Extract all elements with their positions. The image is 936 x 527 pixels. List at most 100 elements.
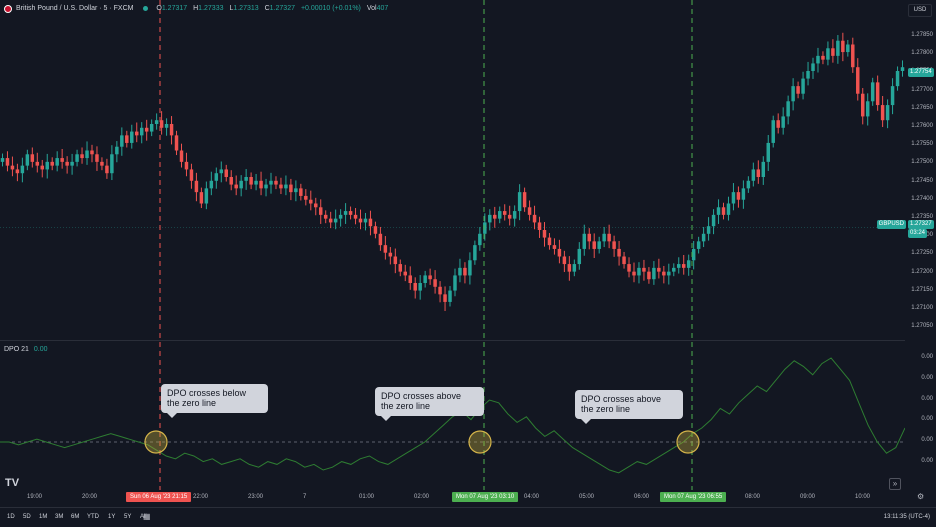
tradingview-logo[interactable]: TV xyxy=(5,477,20,489)
calendar-icon[interactable]: ▦ xyxy=(143,512,151,521)
candle-body xyxy=(179,150,184,162)
candle-body xyxy=(796,86,800,94)
crossing-marker-1 xyxy=(144,430,168,454)
candle-body xyxy=(572,264,577,272)
time-label: 10:00 xyxy=(855,494,871,500)
candle-body xyxy=(120,135,124,147)
candle-body xyxy=(274,180,278,185)
candle-body xyxy=(249,177,253,185)
dpo-axis-label: 0.00 xyxy=(921,374,933,381)
candle-body xyxy=(681,264,686,268)
clock[interactable]: 13:11:35 (UTC-4) xyxy=(883,514,930,520)
candle-body xyxy=(159,120,164,128)
countdown-tag: 03:24 xyxy=(908,229,928,238)
candle-body xyxy=(851,44,855,68)
time-label: 04:00 xyxy=(524,494,540,500)
candle-body xyxy=(527,207,532,215)
range-button-1m[interactable]: 1M xyxy=(39,514,48,520)
time-label: 02:00 xyxy=(414,494,430,500)
dpo-value: 0.00 xyxy=(33,346,48,353)
candle-body xyxy=(125,135,129,143)
chart-canvas[interactable] xyxy=(0,0,905,490)
candle-body xyxy=(423,275,427,283)
candle-body xyxy=(612,241,616,249)
symbol-title[interactable]: British Pound / U.S. Dollar · 5 · FXCM xyxy=(16,5,134,12)
candle-body xyxy=(433,279,437,287)
range-button-1d[interactable]: 1D xyxy=(7,514,15,520)
candle-body xyxy=(552,245,557,249)
scroll-to-realtime-icon[interactable]: » xyxy=(889,478,901,490)
price-tag: 1.27327 xyxy=(908,220,934,229)
time-axis[interactable]: 19:00 20:00 22:00 23:00 7 01:00 02:00 04:00 05:0… xyxy=(0,490,924,504)
candle-body xyxy=(443,294,447,302)
range-button-5d[interactable]: 5D xyxy=(23,514,31,520)
candle-body xyxy=(885,105,890,121)
candle-body xyxy=(130,131,134,143)
candle-body xyxy=(751,169,756,181)
currency-button[interactable]: USD xyxy=(908,4,932,17)
candle-body xyxy=(234,184,238,189)
candle-body xyxy=(686,260,691,268)
callout-text-line: the zero line xyxy=(381,401,431,411)
candle-body xyxy=(463,267,467,276)
candle-body xyxy=(677,264,681,268)
price-label: 1.27800 xyxy=(911,50,933,57)
candle-body xyxy=(657,267,661,272)
candle-body xyxy=(40,165,45,170)
candle-body xyxy=(139,127,144,136)
candle-body xyxy=(831,48,835,56)
candle-body xyxy=(269,180,273,185)
settings-gear-icon[interactable]: ⚙ xyxy=(917,492,925,501)
candle-body xyxy=(60,158,64,162)
candle-body xyxy=(65,161,69,166)
candle-body xyxy=(761,161,766,177)
callout-dpo-below: DPO crosses below the zero line xyxy=(161,384,268,418)
candle-body xyxy=(100,161,104,166)
range-button-ytd[interactable]: YTD xyxy=(87,514,99,520)
callout-text-line: DPO crosses below xyxy=(167,388,247,398)
candle-body xyxy=(378,233,383,246)
price-label: 1.27400 xyxy=(911,195,933,202)
candle-body xyxy=(632,271,636,276)
candle-body xyxy=(209,180,214,189)
range-button-all[interactable]: All xyxy=(140,514,147,520)
candle-body xyxy=(75,154,79,162)
candle-body xyxy=(115,146,119,155)
candle-body xyxy=(582,233,587,249)
time-tag-green-1: Mon 07 Aug '23 03:10 xyxy=(452,492,519,502)
time-tag-red: Sun 06 Aug '23 21:15 xyxy=(126,492,192,502)
range-button-1y[interactable]: 1Y xyxy=(108,514,116,520)
range-button-5y[interactable]: 5Y xyxy=(124,514,132,520)
time-label: 06:00 xyxy=(634,494,650,500)
last-price-tag: 1.27754 xyxy=(908,68,934,77)
candle-body xyxy=(328,218,333,223)
range-button-3m[interactable]: 3M xyxy=(55,514,64,520)
candle-body xyxy=(507,214,512,219)
candle-body xyxy=(547,237,552,246)
candle-body xyxy=(478,233,482,246)
range-button-6m[interactable]: 6M xyxy=(71,514,80,520)
candle-body xyxy=(637,267,641,276)
pane-separator[interactable] xyxy=(0,340,905,341)
candle-body xyxy=(537,222,542,230)
candle-body xyxy=(70,161,74,166)
candle-body xyxy=(746,180,751,189)
candle-body xyxy=(771,120,775,143)
candle-body xyxy=(393,256,398,265)
candle-body xyxy=(642,267,646,272)
candle-body xyxy=(144,127,149,132)
candle-body xyxy=(741,188,746,200)
low-label: L xyxy=(229,5,234,12)
candle-body xyxy=(567,264,572,272)
candle-body xyxy=(557,248,562,257)
candle-body xyxy=(368,218,373,227)
candle-body xyxy=(229,177,233,185)
candle-body xyxy=(617,248,621,257)
candle-body xyxy=(875,82,880,106)
candle-body xyxy=(289,184,293,193)
candle-body xyxy=(428,275,432,280)
time-label: 7 xyxy=(303,494,307,500)
candle-body xyxy=(194,180,199,193)
dpo-legend[interactable]: DPO 21 0.00 xyxy=(4,346,48,353)
price-axis[interactable]: USD 1.278501.278001.277501.277001.276501… xyxy=(876,0,936,490)
